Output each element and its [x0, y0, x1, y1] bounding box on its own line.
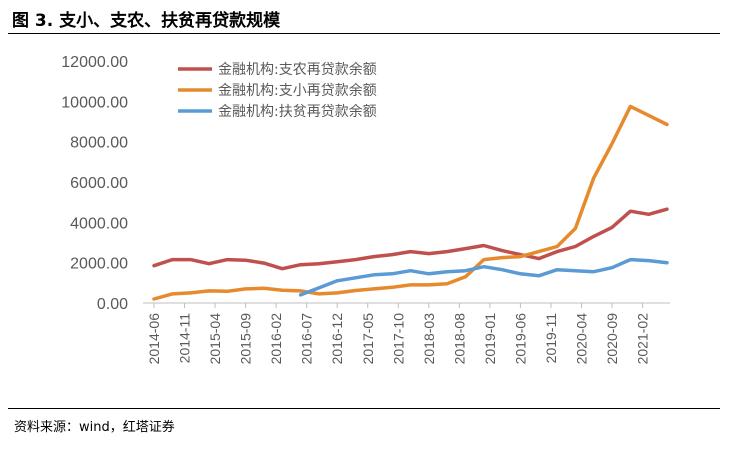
y-axis: 0.00 2000.00 4000.00 6000.00 8000.00 10000.00… [61, 54, 128, 313]
x-tick-label: 2014-06 [146, 313, 162, 365]
y-tick-label: 4000.00 [70, 215, 128, 232]
line-chart: 0.00 2000.00 4000.00 6000.00 8000.00 10000.00… [61, 54, 670, 365]
x-tick-label: 2016-12 [329, 313, 345, 365]
x-tick-label: 2017-10 [390, 313, 406, 365]
y-tick-label: 10000.00 [61, 94, 128, 111]
x-tick-label: 2019-01 [482, 313, 498, 365]
series-lines [152, 104, 669, 301]
x-tick-label: 2015-04 [207, 313, 223, 365]
x-tick-label: 2016-02 [268, 313, 284, 365]
x-tick-label: 2016-07 [299, 313, 315, 365]
series-line [152, 207, 669, 271]
figure-title: 图 3. 支小、支农、扶贫再贷款规模 [12, 11, 281, 31]
legend-label: 金融机构:支小再贷款余额 [218, 82, 377, 99]
x-tick-label: 2014-11 [177, 313, 193, 364]
x-tick-label: 2019-06 [512, 313, 528, 365]
series-line [298, 257, 669, 297]
x-tick-label: 2021-02 [635, 313, 651, 365]
y-tick-label: 12000.00 [61, 54, 128, 71]
y-tick-label: 0.00 [97, 296, 128, 313]
x-tick-label: 2015-09 [238, 313, 254, 365]
x-tick-label: 2018-03 [421, 313, 437, 365]
x-tick-label: 2019-11 [543, 313, 559, 364]
y-tick-label: 6000.00 [70, 175, 128, 192]
x-tick-label: 2018-08 [451, 313, 467, 365]
top-rule [8, 33, 720, 34]
source-note: 资料来源：wind，红塔证券 [14, 420, 175, 435]
y-tick-label: 8000.00 [70, 135, 128, 152]
bottom-rule [8, 408, 720, 409]
legend-label: 金融机构:扶贫再贷款余额 [218, 103, 377, 120]
x-tick-label: 2017-05 [360, 313, 376, 365]
y-tick-label: 2000.00 [70, 256, 128, 273]
legend-label: 金融机构:支农再贷款余额 [218, 61, 377, 78]
x-tick-label: 2020-04 [574, 313, 590, 365]
x-axis: 2014-06 2014-11 2015-04 2015-09 2016-02 2016-… [143, 302, 670, 365]
x-tick-label: 2020-09 [604, 313, 620, 365]
series-line [152, 104, 669, 301]
